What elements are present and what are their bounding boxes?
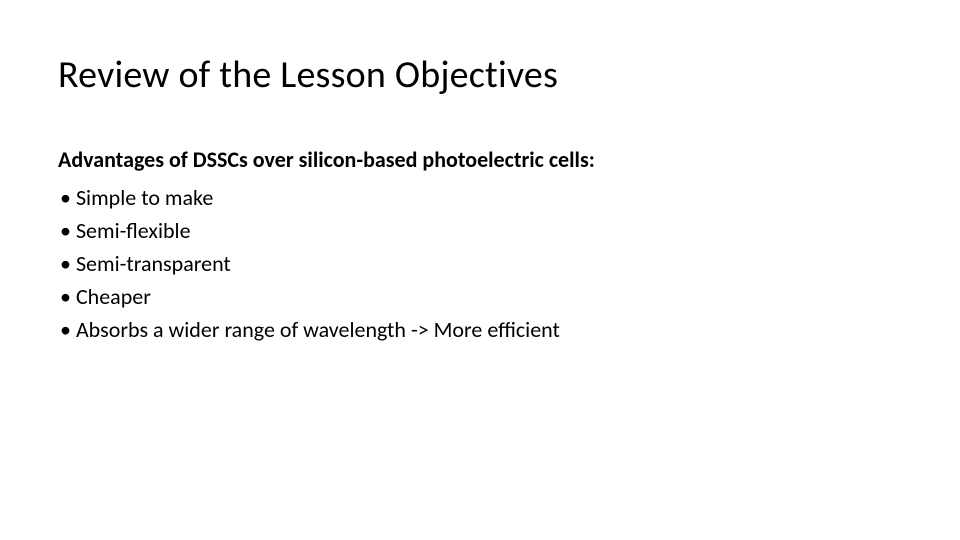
list-item: Semi-flexible: [58, 214, 902, 247]
slide-title: Review of the Lesson Objectives: [58, 52, 902, 98]
list-item: Cheaper: [58, 280, 902, 313]
list-item: Simple to make: [58, 181, 902, 214]
list-item: Semi-transparent: [58, 247, 902, 280]
bullet-list: Simple to make Semi-flexible Semi-transp…: [58, 181, 902, 346]
slide-subtitle: Advantages of DSSCs over silicon-based p…: [58, 146, 902, 173]
list-item: Absorbs a wider range of wavelength -> M…: [58, 313, 902, 346]
